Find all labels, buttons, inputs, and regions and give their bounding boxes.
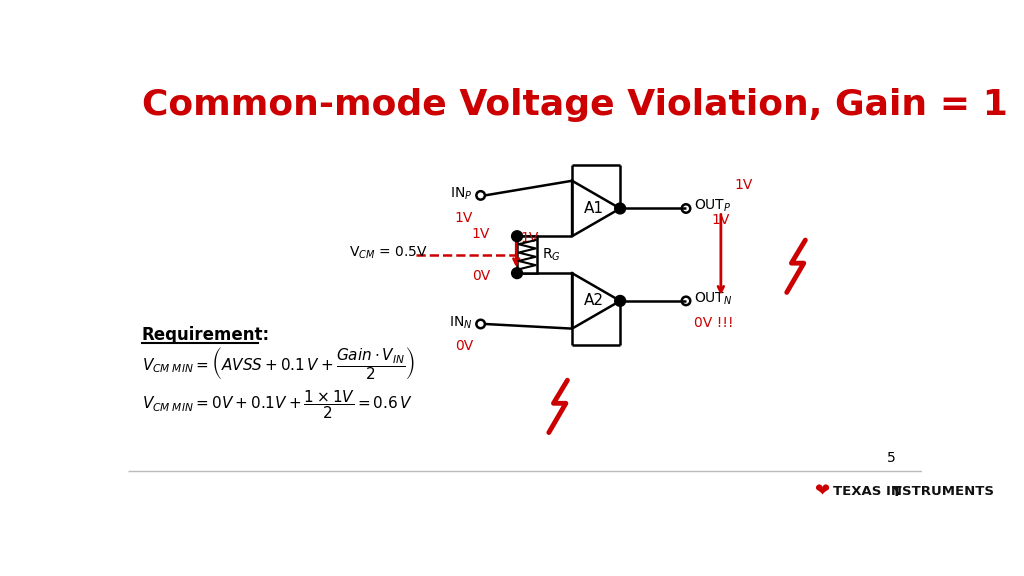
Text: A1: A1: [584, 201, 604, 216]
Text: A2: A2: [584, 293, 604, 308]
Bar: [517, 236, 538, 273]
Text: 1V: 1V: [471, 227, 489, 241]
Text: OUT$_P$: OUT$_P$: [693, 198, 731, 214]
Text: 5: 5: [887, 451, 895, 465]
Text: 1V: 1V: [734, 177, 753, 192]
Text: ❤: ❤: [814, 483, 829, 501]
Circle shape: [614, 295, 626, 306]
Text: 0V !!!: 0V !!!: [693, 316, 733, 330]
Text: T: T: [891, 485, 901, 499]
Text: OUT$_N$: OUT$_N$: [693, 290, 732, 307]
Text: TEXAS INSTRUMENTS: TEXAS INSTRUMENTS: [834, 486, 994, 498]
Circle shape: [512, 268, 522, 279]
Text: $V_{CM\;MIN} = \left( AVSS + 0.1\,V + \dfrac{Gain \cdot V_{IN}}{2} \right)$: $V_{CM\;MIN} = \left( AVSS + 0.1\,V + \d…: [142, 345, 416, 382]
Text: Common-mode Voltage Violation, Gain = 1: Common-mode Voltage Violation, Gain = 1: [142, 88, 1008, 122]
Circle shape: [512, 231, 522, 241]
Text: 1V: 1V: [455, 211, 473, 225]
Text: IN$_P$: IN$_P$: [451, 185, 473, 202]
Circle shape: [614, 203, 626, 214]
Text: $V_{CM\;MIN} = 0V + 0.1V + \dfrac{1 \times 1V}{2} = 0.6\,V$: $V_{CM\;MIN} = 0V + 0.1V + \dfrac{1 \tim…: [142, 388, 413, 420]
Text: 0V: 0V: [472, 268, 489, 283]
Text: 0V: 0V: [455, 339, 473, 354]
Text: 1V: 1V: [520, 232, 539, 245]
Text: Requirement:: Requirement:: [142, 326, 270, 344]
Text: V$_{CM}$ = 0.5V: V$_{CM}$ = 0.5V: [349, 245, 428, 262]
Text: 1V: 1V: [712, 213, 730, 227]
Text: IN$_N$: IN$_N$: [450, 314, 473, 331]
Text: R$_G$: R$_G$: [542, 247, 561, 263]
